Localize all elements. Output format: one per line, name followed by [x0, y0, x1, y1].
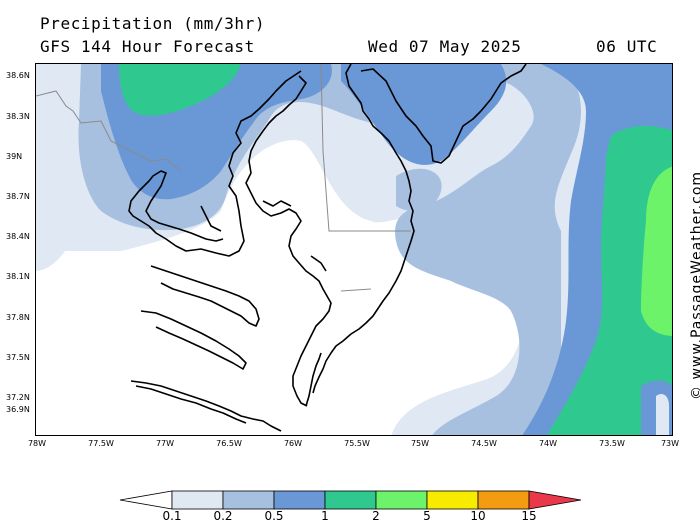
lon-label: 75.5W: [344, 439, 370, 448]
lat-label: 37.8N: [6, 313, 30, 322]
legend-label: 0.2: [213, 509, 233, 523]
legend-swatch: [324, 490, 377, 510]
lon-label: 77.5W: [88, 439, 114, 448]
legend-label: 5: [423, 509, 431, 523]
lat-label: 38.7N: [6, 192, 30, 201]
lon-label: 74.5W: [471, 439, 497, 448]
legend-swatch: [171, 490, 224, 510]
lon-label: 73W: [660, 439, 680, 448]
legend-swatch: [273, 490, 326, 510]
legend-swatch-low: [119, 490, 173, 510]
map-title: Precipitation (mm/3hr): [40, 14, 266, 33]
precipitation-legend: [119, 490, 582, 510]
map-canvas: [36, 64, 672, 435]
legend-label: 2: [372, 509, 380, 523]
legend-swatch-high: [528, 490, 582, 510]
legend-swatch: [426, 490, 479, 510]
lat-label: 38.4N: [6, 232, 30, 241]
lon-label: 74W: [538, 439, 558, 448]
lat-label: 38.6N: [6, 71, 30, 80]
valid-date: Wed 07 May 2025: [368, 37, 522, 56]
lon-label: 76W: [283, 439, 303, 448]
legend-swatch: [477, 490, 530, 510]
coastline: [128, 64, 527, 432]
precip-band-bright-green: [641, 166, 672, 336]
lon-label: 77W: [155, 439, 175, 448]
lat-label: 39N: [6, 152, 23, 161]
lon-label: 76.5W: [216, 439, 242, 448]
precipitation-map: [35, 63, 673, 436]
lon-label: 75W: [410, 439, 430, 448]
legend-label: 0.5: [264, 509, 284, 523]
state-borders: [36, 64, 411, 292]
legend-label: 1: [321, 509, 329, 523]
watermark-text: © www.PassageWeather.com: [689, 170, 700, 400]
legend-swatch: [375, 490, 428, 510]
lon-label: 78W: [27, 439, 47, 448]
lat-label: 38.1N: [6, 272, 30, 281]
lat-label: 38.3N: [6, 112, 30, 121]
lat-label: 36.9N: [6, 405, 30, 414]
legend-swatch: [222, 490, 275, 510]
legend-label: 15: [521, 509, 537, 523]
lat-label: 37.2N: [6, 393, 30, 402]
lon-label: 73.5W: [599, 439, 625, 448]
lat-label: 37.5N: [6, 353, 30, 362]
forecast-run-label: GFS 144 Hour Forecast: [40, 37, 255, 56]
precip-band-green: [119, 64, 672, 435]
legend-label: 0.1: [162, 509, 182, 523]
legend-label: 10: [470, 509, 486, 523]
valid-time: 06 UTC: [596, 37, 658, 56]
